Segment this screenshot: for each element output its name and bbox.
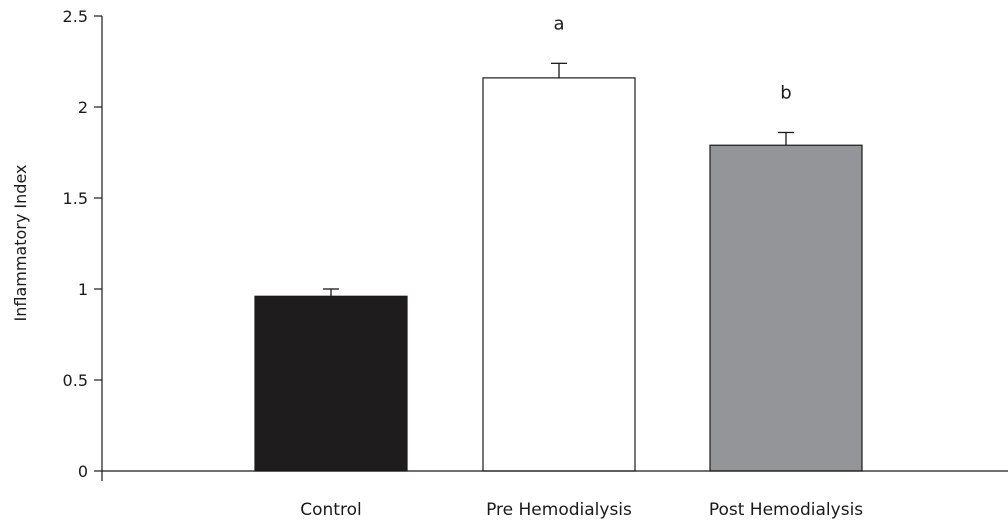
category-label-pre-hemodialysis: Pre Hemodialysis	[486, 500, 632, 520]
category-label-control: Control	[300, 500, 361, 520]
category-label-post-hemodialysis: Post Hemodialysis	[709, 500, 863, 520]
bar-control	[254, 295, 408, 472]
y-tick-label: 1.5	[63, 189, 88, 208]
significance-label-post-hemodialysis: b	[780, 82, 791, 103]
y-tick-label: 2.5	[63, 7, 88, 26]
bar-pre-hemodialysis	[482, 77, 636, 472]
y-ticks-layer: 0 0.5 1 1.5 2 2.5	[63, 7, 102, 481]
axes-layer	[101, 16, 1008, 481]
y-axis-title: Inflammatory Index	[11, 165, 30, 322]
significance-label-pre-hemodialysis: a	[553, 13, 564, 34]
y-tick-label: 0.5	[63, 371, 88, 390]
y-tick-label: 1	[78, 280, 88, 299]
bar-post-hemodialysis	[709, 144, 863, 472]
y-tick-label: 2	[78, 98, 88, 117]
labels-layer: Control Pre Hemodialysis a Post Hemodialysi…	[300, 13, 863, 520]
bars-layer	[254, 62, 863, 472]
y-tick-label: 0	[78, 462, 88, 481]
